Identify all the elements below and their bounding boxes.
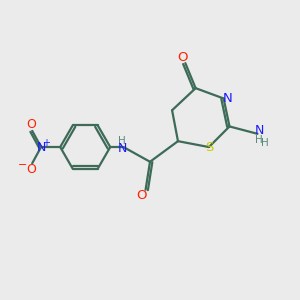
Text: −: − <box>18 160 28 170</box>
Text: H: H <box>118 136 126 146</box>
Text: N: N <box>117 142 127 155</box>
Text: O: O <box>26 163 36 176</box>
Text: N: N <box>254 124 264 137</box>
Text: N: N <box>36 141 46 154</box>
Text: +: + <box>42 138 50 148</box>
Text: S: S <box>205 141 213 154</box>
Text: H: H <box>261 138 269 148</box>
Text: O: O <box>136 189 146 202</box>
Text: O: O <box>177 51 188 64</box>
Text: H: H <box>255 135 263 145</box>
Text: O: O <box>26 118 36 131</box>
Text: N: N <box>222 92 232 105</box>
